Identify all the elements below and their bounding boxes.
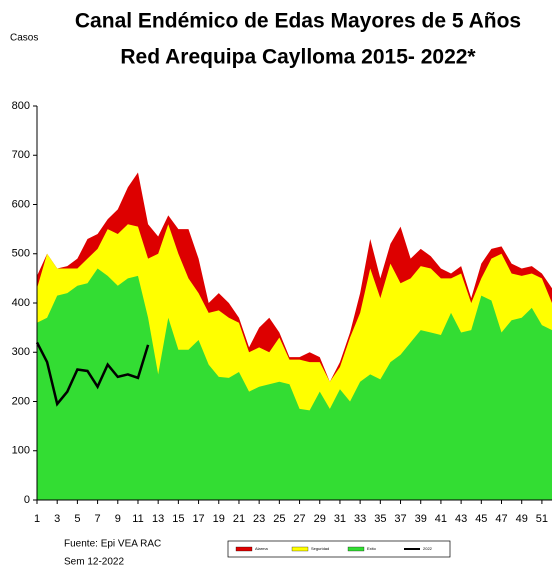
y-tick-label: 0 xyxy=(24,494,30,506)
x-tick-label: 31 xyxy=(334,513,346,525)
source: Fuente: Epi VEA RAC xyxy=(64,539,161,550)
legend-box xyxy=(227,540,451,558)
legend-label: 2022 xyxy=(423,546,433,551)
legend-swatch xyxy=(291,546,309,552)
x-tick-label: 21 xyxy=(233,513,245,525)
x-tick-label: 43 xyxy=(455,513,467,525)
y-tick-label: 100 xyxy=(12,445,30,457)
x-tick-label: 39 xyxy=(415,513,427,525)
x-tick-label: 25 xyxy=(273,513,285,525)
y-tick-label: 500 xyxy=(12,248,30,260)
x-tick-label: 17 xyxy=(192,513,204,525)
y-tick-label: 400 xyxy=(12,297,30,309)
y-tick-label: 700 xyxy=(12,149,30,161)
x-tick-label: 51 xyxy=(536,513,548,525)
x-tick-label: 49 xyxy=(516,513,528,525)
x-tick-label: 15 xyxy=(172,513,184,525)
legend-label: Alarma xyxy=(255,546,268,551)
x-tick-label: 5 xyxy=(74,513,80,525)
line xyxy=(35,341,150,407)
x-tick-label: 47 xyxy=(495,513,507,525)
x-tick-label: 11 xyxy=(132,513,143,525)
x-tick-label: 41 xyxy=(435,513,447,525)
x-tick-label: 1 xyxy=(34,513,40,525)
legend-swatch xyxy=(347,546,365,552)
note: Sem 12-2022 xyxy=(64,557,124,568)
legend-label: Exito xyxy=(367,546,377,551)
x-tick-label: 3 xyxy=(54,513,60,525)
chart-title: Canal Endémico de Edas Mayores de 5 Años xyxy=(75,10,521,33)
chart-subtitle: Red Arequipa Caylloma 2015- 2022* xyxy=(120,46,476,69)
y-tick-label: 300 xyxy=(12,346,30,358)
area xyxy=(37,268,552,500)
legend-label: Seguridad xyxy=(311,546,329,551)
y-axis-label: Casos xyxy=(10,33,38,44)
x-tick-label: 13 xyxy=(152,513,164,525)
x-tick-label: 27 xyxy=(293,513,305,525)
y-tick-label: 200 xyxy=(12,395,30,407)
y-tick-label: 800 xyxy=(12,100,30,112)
x-tick-label: 45 xyxy=(475,513,487,525)
x-tick-label: 23 xyxy=(253,513,265,525)
x-tick-label: 33 xyxy=(354,513,366,525)
legend-swatch xyxy=(235,546,253,552)
x-tick-label: 7 xyxy=(95,513,101,525)
x-tick-label: 37 xyxy=(394,513,406,525)
y-tick-label: 600 xyxy=(12,198,30,210)
x-tick-label: 29 xyxy=(314,513,326,525)
x-tick-label: 19 xyxy=(213,513,225,525)
x-tick-label: 35 xyxy=(374,513,386,525)
x-tick-label: 9 xyxy=(115,513,121,525)
